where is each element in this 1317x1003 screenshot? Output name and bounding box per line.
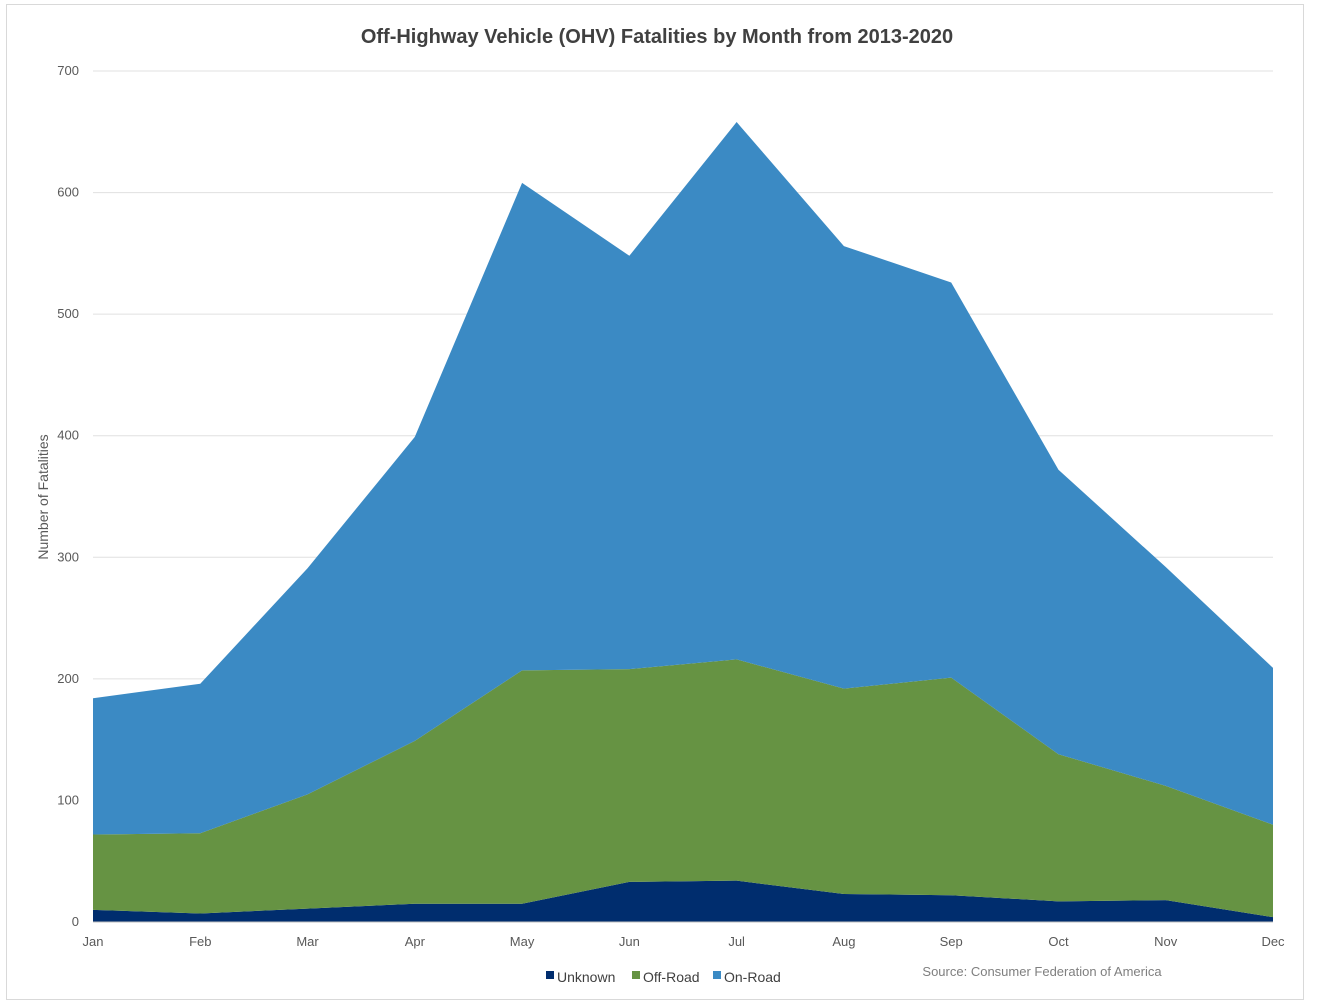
- x-tick-label-aug: Aug: [832, 934, 855, 949]
- x-tick-label-may: May: [510, 934, 535, 949]
- x-tick-label-jun: Jun: [619, 934, 640, 949]
- legend-swatch-off-road: [632, 971, 640, 979]
- y-tick-label-500: 500: [57, 306, 79, 321]
- area-off-road: [93, 659, 1273, 918]
- x-tick-label-jan: Jan: [83, 934, 104, 949]
- x-tick-label-oct: Oct: [1048, 934, 1069, 949]
- x-tick-label-mar: Mar: [296, 934, 319, 949]
- source-note: Source: Consumer Federation of America: [922, 964, 1162, 979]
- y-tick-label-600: 600: [57, 185, 79, 200]
- y-tick-label-200: 200: [57, 671, 79, 686]
- area-unknown: [93, 880, 1273, 922]
- y-tick-labels: 0 100 200 300 400 500 600 700: [57, 63, 79, 929]
- y-tick-label-100: 100: [57, 792, 79, 807]
- area-on-road: [93, 122, 1273, 835]
- y-tick-label-0: 0: [72, 914, 79, 929]
- y-tick-label-700: 700: [57, 63, 79, 78]
- x-tick-label-apr: Apr: [405, 934, 426, 949]
- y-tick-label-400: 400: [57, 428, 79, 443]
- legend: Unknown Off-Road On-Road: [546, 969, 781, 985]
- y-tick-label-300: 300: [57, 549, 79, 564]
- chart-title: Off-Highway Vehicle (OHV) Fatalities by …: [361, 26, 953, 48]
- area-series: [93, 122, 1273, 923]
- legend-label-off-road: Off-Road: [643, 969, 700, 985]
- legend-label-unknown: Unknown: [557, 969, 615, 985]
- x-tick-label-feb: Feb: [189, 934, 211, 949]
- x-tick-label-dec: Dec: [1261, 934, 1285, 949]
- legend-label-on-road: On-Road: [724, 969, 781, 985]
- x-tick-labels: Jan Feb Mar Apr May Jun Jul Aug Sep Oct Nov Dec: [83, 934, 1286, 949]
- x-tick-label-jul: Jul: [728, 934, 745, 949]
- y-axis-label: Number of Fatalities: [35, 434, 51, 559]
- x-tick-label-sep: Sep: [940, 934, 963, 949]
- legend-swatch-unknown: [546, 971, 554, 979]
- legend-swatch-on-road: [713, 971, 721, 979]
- x-tick-label-nov: Nov: [1154, 934, 1178, 949]
